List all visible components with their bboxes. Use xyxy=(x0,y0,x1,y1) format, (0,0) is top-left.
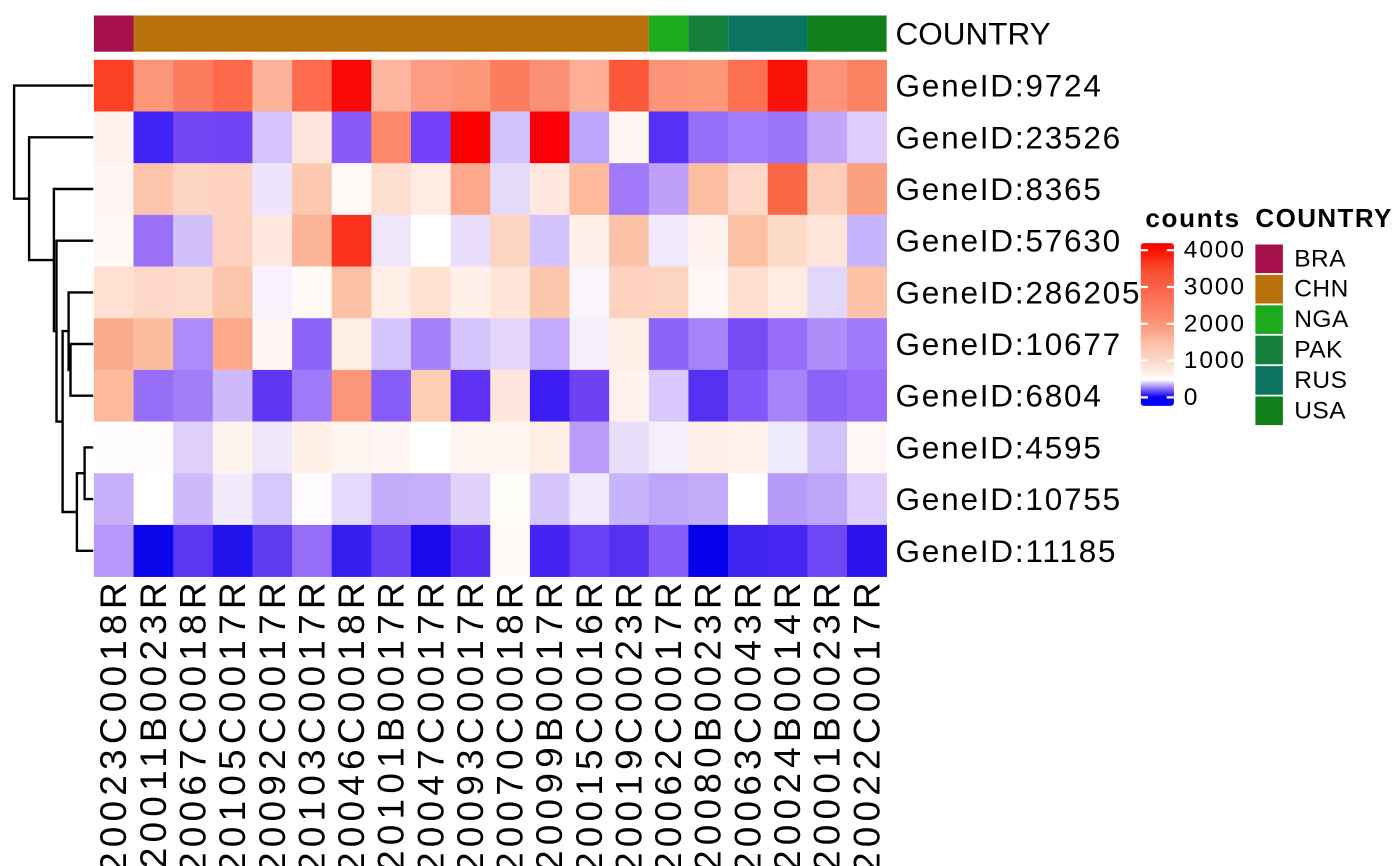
svg-text:COUNTRY: COUNTRY xyxy=(1255,203,1392,233)
svg-text:3000: 3000 xyxy=(1184,274,1246,301)
svg-text:GeneID:11185: GeneID:11185 xyxy=(896,533,1118,569)
svg-text:PAK: PAK xyxy=(1294,337,1343,364)
svg-text:GeneID:23526: GeneID:23526 xyxy=(896,119,1123,155)
svg-text:06520023C0018R: 06520023C0018R xyxy=(93,577,134,866)
svg-text:06520001B0023R: 06520001B0023R xyxy=(807,577,848,866)
svg-text:GeneID:57630: GeneID:57630 xyxy=(896,223,1123,259)
svg-text:GeneID:10755: GeneID:10755 xyxy=(896,481,1123,517)
svg-text:06520047C0017R: 06520047C0017R xyxy=(410,577,451,866)
svg-text:RUS: RUS xyxy=(1294,367,1347,394)
svg-text:GeneID:6804: GeneID:6804 xyxy=(896,378,1103,414)
svg-text:GeneID:4595: GeneID:4595 xyxy=(896,429,1103,465)
svg-text:GeneID:286205: GeneID:286205 xyxy=(896,274,1142,310)
svg-text:06520019C0023R: 06520019C0023R xyxy=(609,577,650,866)
svg-text:06520093C0017R: 06520093C0017R xyxy=(450,577,491,866)
svg-text:06520103C0017R: 06520103C0017R xyxy=(291,577,332,866)
svg-text:USA: USA xyxy=(1294,397,1346,424)
svg-text:06520046C0018R: 06520046C0018R xyxy=(331,577,372,866)
svg-text:06520015C0016R: 06520015C0016R xyxy=(569,577,610,866)
svg-text:06520063C0043R: 06520063C0043R xyxy=(727,577,768,866)
svg-text:1000: 1000 xyxy=(1184,347,1246,374)
svg-text:06520105C0017R: 06520105C0017R xyxy=(212,577,253,866)
svg-text:06520070C0018R: 06520070C0018R xyxy=(490,577,531,866)
svg-text:CHN: CHN xyxy=(1294,276,1349,303)
svg-text:GeneID:8365: GeneID:8365 xyxy=(896,171,1103,207)
svg-text:06520099B0017R: 06520099B0017R xyxy=(529,577,570,866)
svg-text:06520092C0017R: 06520092C0017R xyxy=(252,577,293,866)
svg-text:0: 0 xyxy=(1184,384,1200,411)
svg-text:06520062C0017R: 06520062C0017R xyxy=(648,577,689,866)
svg-text:GeneID:10677: GeneID:10677 xyxy=(896,326,1123,362)
svg-text:COUNTRY: COUNTRY xyxy=(896,16,1051,52)
svg-text:06520101B0017R: 06520101B0017R xyxy=(371,577,412,866)
svg-text:4000: 4000 xyxy=(1184,237,1246,264)
svg-text:BRA: BRA xyxy=(1294,245,1346,272)
svg-text:06520024B0014R: 06520024B0014R xyxy=(767,577,808,866)
svg-text:06520080B0023R: 06520080B0023R xyxy=(688,577,729,866)
svg-text:NGA: NGA xyxy=(1294,306,1349,333)
svg-text:counts: counts xyxy=(1145,203,1240,233)
svg-text:06520022C0017R: 06520022C0017R xyxy=(846,577,887,866)
svg-text:GeneID:9724: GeneID:9724 xyxy=(896,68,1103,104)
svg-text:06520067C0018R: 06520067C0018R xyxy=(173,577,214,866)
svg-text:2000: 2000 xyxy=(1184,310,1246,337)
svg-text:06520011B0023R: 06520011B0023R xyxy=(133,577,174,866)
